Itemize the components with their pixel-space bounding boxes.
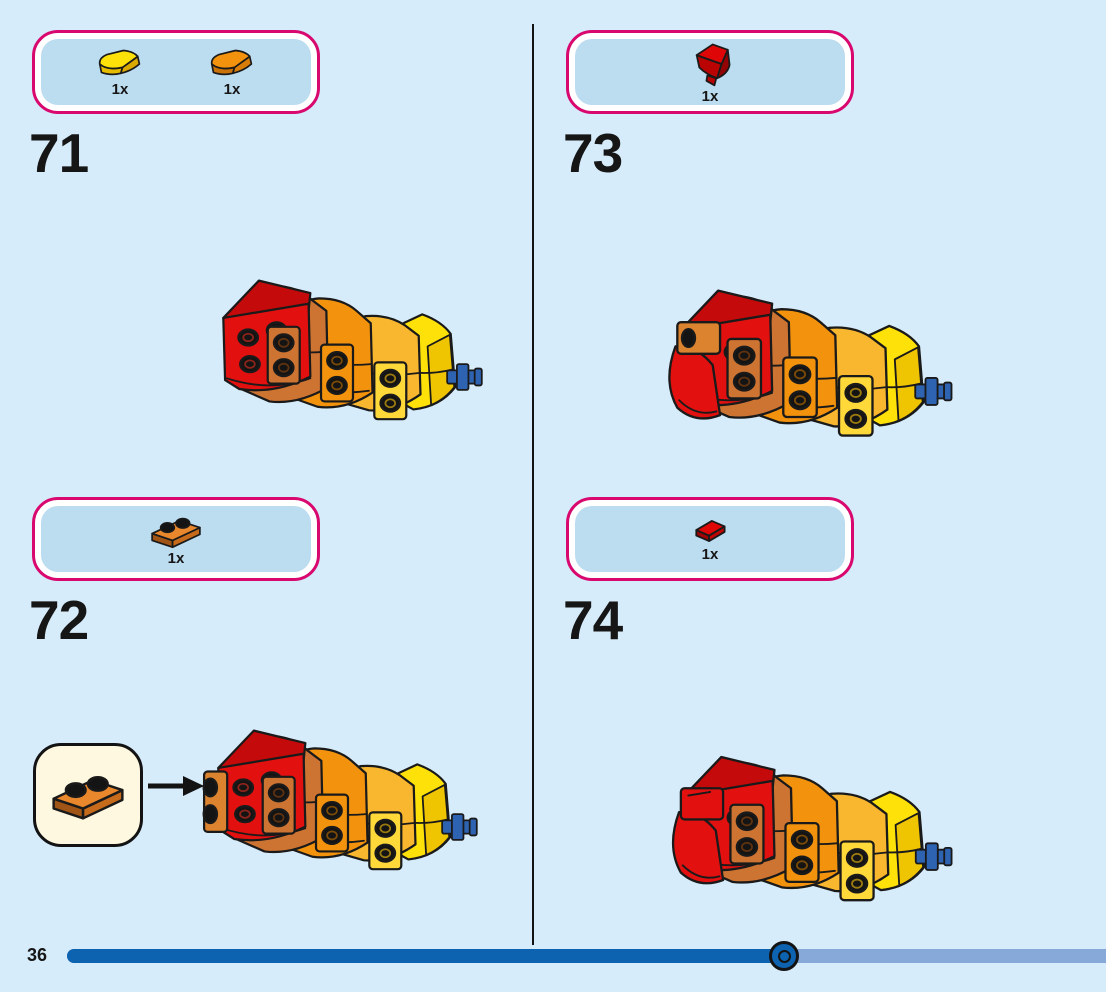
technic-axle: [914, 842, 953, 871]
tile-1x1-red-icon: [689, 516, 731, 546]
model-illustration-step-72: [181, 688, 483, 879]
callout-new-part-box: [33, 743, 143, 847]
side-plate-yellow: [839, 840, 875, 902]
part-item: 1x: [205, 47, 259, 97]
side-plate-dark-orange: [261, 775, 296, 835]
side-plate-yellow: [373, 361, 408, 421]
parts-box-inner: 1x: [575, 39, 845, 105]
parts-box-inner: 1x: [575, 506, 845, 572]
technic-axle: [914, 377, 953, 406]
plate-1x2-orange-icon: [46, 768, 130, 822]
part-count: 1x: [701, 546, 719, 563]
step-number-72: 72: [29, 589, 89, 651]
side-plate-orange: [784, 821, 820, 883]
side-plate-yellow: [368, 811, 403, 871]
step-74-section: 1x 74: [534, 467, 1106, 945]
top-orange-plate: [676, 321, 722, 355]
step-72-section: 1x 72: [0, 467, 532, 945]
top-red-tile: [679, 787, 725, 821]
step-number-71: 71: [29, 122, 89, 184]
technic-axle: [446, 363, 483, 391]
part-count: 1x: [701, 88, 719, 105]
side-plate-yellow: [837, 374, 874, 437]
plate-1x2-orange-icon: [147, 512, 205, 550]
parts-box-inner: 1x: [41, 506, 311, 572]
technic-axle: [441, 813, 478, 841]
curved-slope-1x2-orange-icon: [205, 47, 259, 81]
parts-box-step-71: 1x 1x: [32, 30, 320, 114]
part-count: 1x: [167, 550, 185, 567]
part-count: 1x: [111, 81, 129, 98]
side-plate-dark-orange: [726, 337, 763, 400]
part-item: 1x: [685, 40, 735, 104]
step-73-section: 1x 73: [534, 0, 1106, 467]
model-illustration-step-73: [642, 246, 958, 446]
step-number-74: 74: [563, 589, 623, 651]
parts-box-step-72: 1x: [32, 497, 320, 581]
curved-slope-1x2-yellow-icon: [93, 47, 147, 81]
column-divider: [532, 24, 534, 945]
side-plate-orange: [314, 793, 350, 853]
page-number: 36: [27, 945, 48, 965]
part-count: 1x: [223, 81, 241, 98]
model-illustration-step-74: [646, 713, 958, 910]
side-plate-orange: [782, 356, 818, 419]
part-item: 1x: [689, 516, 731, 562]
model-illustration-step-71: [186, 238, 488, 429]
step-number-73: 73: [563, 122, 623, 184]
arrow-right-icon: [147, 775, 205, 802]
step-71-section: 1x 1x 71: [0, 0, 532, 467]
front-orange-plate: [202, 770, 229, 834]
wedge-2x2-red-icon: [685, 40, 735, 88]
side-plate-orange: [319, 343, 355, 403]
progress-knob[interactable]: [769, 941, 799, 971]
part-item: 1x: [93, 47, 147, 97]
side-plate-dark-orange: [729, 803, 765, 865]
side-plate-dark-orange: [266, 325, 301, 385]
part-item: 1x: [147, 512, 205, 566]
parts-box-inner: 1x 1x: [41, 39, 311, 105]
parts-box-step-73: 1x: [566, 30, 854, 114]
progress-fill: [67, 949, 784, 963]
progress-knob-inner: [777, 949, 791, 963]
parts-box-step-74: 1x: [566, 497, 854, 581]
